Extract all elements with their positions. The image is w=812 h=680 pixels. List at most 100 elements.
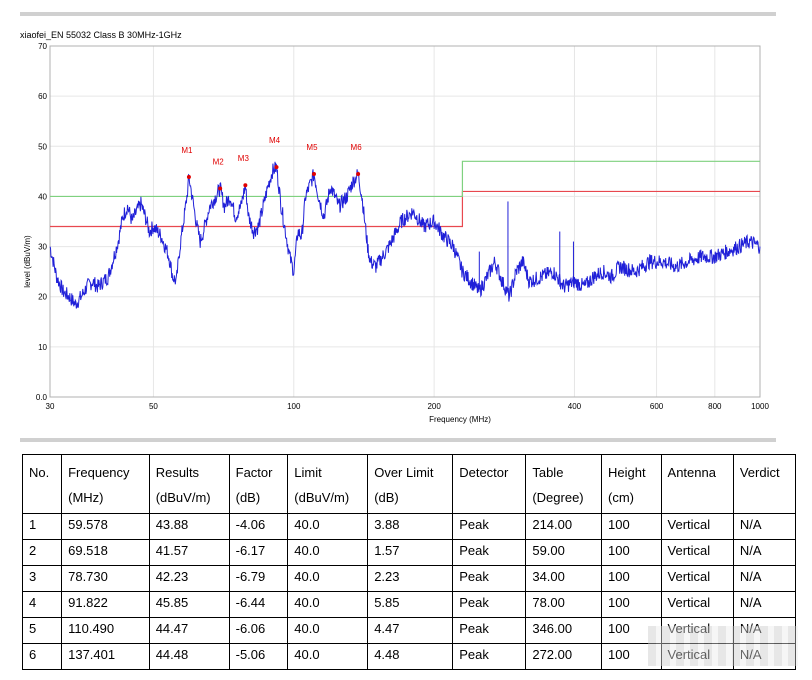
table-cell: N/A (732, 591, 797, 618)
table-cell: 45.85 (148, 591, 230, 618)
table-cell: 6 (21, 643, 63, 670)
table-cell: Peak (452, 539, 527, 566)
x-tick-label: 30 (46, 402, 55, 411)
column-header: Over Limit (dB) (367, 454, 454, 514)
table-cell: 1 (21, 513, 63, 540)
table-cell: 5.85 (367, 591, 454, 618)
table-cell: 42.23 (148, 565, 230, 592)
table-cell: -6.17 (228, 539, 289, 566)
y-tick-label: 20 (38, 293, 47, 302)
table-cell: Vertical (660, 565, 734, 592)
x-tick-label: 100 (287, 402, 301, 411)
limit-line (50, 190, 760, 228)
column-header: Factor (dB) (228, 454, 289, 514)
table-header-row: No. Frequency (MHz) Results (dBuV/m) Factor (d… (21, 454, 797, 514)
x-tick-label: 800 (708, 402, 722, 411)
table-cell: 40.0 (287, 617, 369, 644)
table-cell: 2.23 (367, 565, 454, 592)
limit-line (50, 160, 760, 198)
y-tick-label: 30 (38, 243, 47, 252)
column-header: Detector (452, 454, 527, 514)
table-cell: N/A (732, 539, 797, 566)
y-tick-label: 0.0 (36, 393, 48, 402)
table-cell: -4.06 (228, 513, 289, 540)
table-body: 1 59.578 43.88 -4.06 40.0 3.88 Peak 214.00 100 Ve… (21, 513, 797, 670)
table-cell: 69.518 (61, 539, 150, 566)
table-cell: 2 (21, 539, 63, 566)
chart-title: xiaofei_EN 55032 Class B 30MHz-1GHz (20, 30, 182, 40)
table-cell: 346.00 (525, 617, 603, 644)
column-header: Table (Degree) (525, 454, 603, 514)
table-cell: Peak (452, 565, 527, 592)
plot-frame (49, 45, 761, 398)
x-axis-label: Frequency (MHz) (429, 415, 491, 424)
table-cell: 40.0 (287, 591, 369, 618)
table-cell: Vertical (660, 513, 734, 540)
table-cell: -6.06 (228, 617, 289, 644)
table-cell: 272.00 (525, 643, 603, 670)
marker-point (186, 174, 191, 179)
column-header: Results (dBuV/m) (148, 454, 230, 514)
table-cell: Peak (452, 591, 527, 618)
table-cell: N/A (732, 643, 797, 670)
x-tick-label: 400 (568, 402, 582, 411)
marker-label: M2 (213, 158, 225, 167)
table-cell: 100 (601, 565, 662, 592)
table-cell: -5.06 (228, 643, 289, 670)
column-header: Antenna (660, 454, 734, 514)
table-row: 3 78.730 42.23 -6.79 40.0 2.23 Peak 34.00 100 Ver… (21, 565, 797, 592)
table-cell: 100 (601, 591, 662, 618)
table-cell: N/A (732, 617, 797, 644)
y-axis-label: level (dBuV/m) (23, 235, 32, 288)
marker-point (243, 183, 248, 188)
table-cell: 91.822 (61, 591, 150, 618)
marker-point (311, 172, 316, 177)
table-row: 1 59.578 43.88 -4.06 40.0 3.88 Peak 214.00 100 Ve… (21, 513, 797, 540)
table-cell: 78.00 (525, 591, 603, 618)
table-cell: 59.00 (525, 539, 603, 566)
marker-label: M6 (351, 143, 363, 152)
table-row: 6137.40144.48-5.0640.04.48Peak272.00100V… (21, 643, 797, 670)
marker-label: M1 (181, 146, 193, 155)
table-cell: Peak (452, 643, 527, 670)
table-cell: 3 (21, 565, 63, 592)
table-cell: 43.88 (148, 513, 230, 540)
marker-label: M5 (306, 143, 318, 152)
table-cell: 4 (21, 591, 63, 618)
x-tick-label: 50 (149, 402, 158, 411)
table-cell: 40.0 (287, 513, 369, 540)
table-cell: Vertical (660, 539, 734, 566)
table-cell: 110.490 (61, 617, 150, 644)
column-header: Verdict (732, 454, 797, 514)
column-header: No. (21, 454, 63, 514)
y-tick-label: 10 (38, 343, 47, 352)
table-cell: 40.0 (287, 565, 369, 592)
table-cell: -6.79 (228, 565, 289, 592)
table-cell: 100 (601, 539, 662, 566)
table-cell: Peak (452, 513, 527, 540)
results-table: No. Frequency (MHz) Results (dBuV/m) Factor (d… (21, 454, 797, 670)
table-cell: Peak (452, 617, 527, 644)
table-cell: 100 (601, 617, 662, 644)
measurement-trace (49, 161, 761, 309)
table-cell: Vertical (660, 643, 734, 670)
marker-label: M4 (269, 136, 281, 145)
x-tick-label: 600 (650, 402, 664, 411)
table-cell: 40.0 (287, 643, 369, 670)
column-header: Limit (dBuV/m) (287, 454, 369, 514)
table-cell: N/A (732, 513, 797, 540)
table-cell: 44.48 (148, 643, 230, 670)
column-header: Height (cm) (601, 454, 662, 514)
marker-point (356, 171, 361, 176)
y-tick-label: 50 (38, 142, 47, 151)
table-cell: 4.47 (367, 617, 454, 644)
table-cell: 41.57 (148, 539, 230, 566)
emission-chart: 0.0 10 20 30 40 50 60 70 30 50 100 200 400 600 800 1000… (23, 42, 769, 424)
table-cell: 100 (601, 513, 662, 540)
column-header: Frequency (MHz) (61, 454, 150, 514)
top-divider (20, 12, 776, 16)
table-cell: 40.0 (287, 539, 369, 566)
table-cell: 1.57 (367, 539, 454, 566)
table-cell: 44.47 (148, 617, 230, 644)
marker-point (274, 165, 279, 170)
